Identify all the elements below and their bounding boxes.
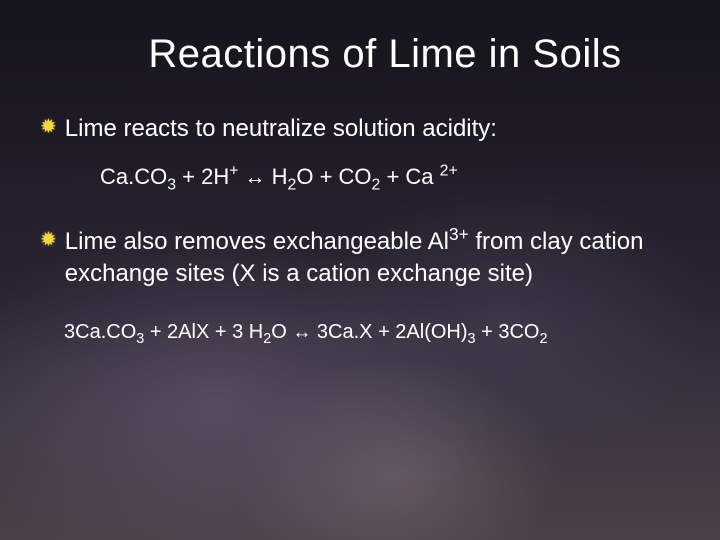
bullet-item: ✹ Lime also removes exchangeable Al3+ fr… [40,226,680,291]
bullet-item: ✹ Lime reacts to neutralize solution aci… [40,113,680,145]
equation-1: Ca.CO3 + 2H+ ↔ H2O + CO2 + Ca 2+ [100,163,680,192]
bullet-text: Lime reacts to neutralize solution acidi… [65,113,497,145]
equation-2: 3Ca.CO3 + 2AlX + 3 H2O ↔ 3Ca.X + 2Al(OH)… [64,319,680,346]
slide: Reactions of Lime in Soils ✹ Lime reacts… [0,0,720,540]
bullet-icon: ✹ [40,113,57,141]
bullet-text: Lime also removes exchangeable Al3+ from… [65,226,680,291]
slide-title: Reactions of Lime in Soils [90,32,680,77]
bullet-icon: ✹ [40,226,57,254]
